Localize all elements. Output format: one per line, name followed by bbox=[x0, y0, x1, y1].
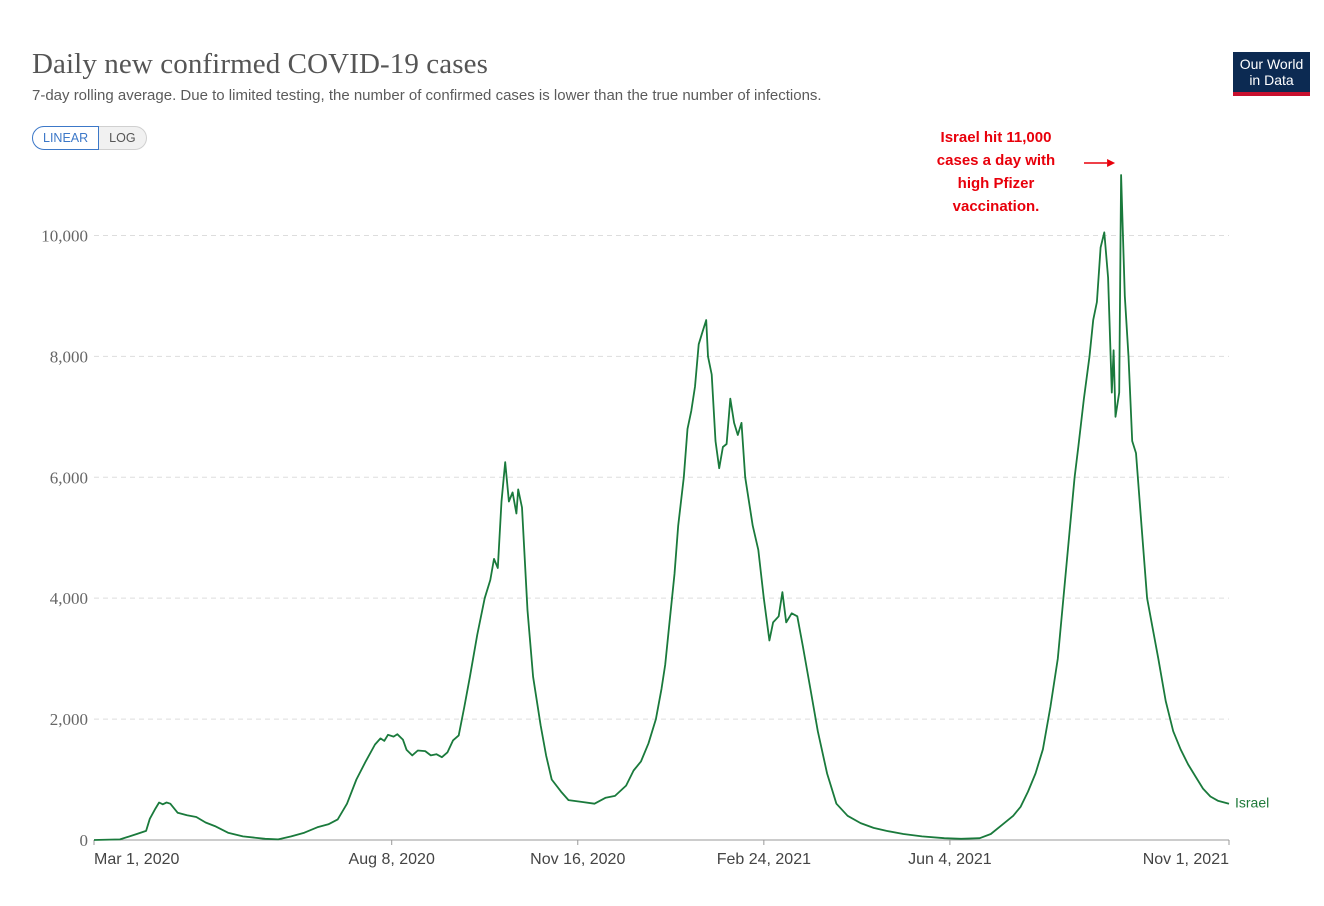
linear-scale-button[interactable]: LINEAR bbox=[32, 126, 100, 150]
chart-title: Daily new confirmed COVID-19 cases bbox=[32, 48, 488, 80]
annotation-text-line: high Pfizer bbox=[958, 175, 1035, 192]
x-tick-label: Mar 1, 2020 bbox=[94, 851, 179, 868]
scale-toggle: LINEAR LOG bbox=[32, 126, 147, 150]
chart-subtitle: 7-day rolling average. Due to limited te… bbox=[32, 87, 822, 104]
annotation-text-line: vaccination. bbox=[953, 198, 1040, 215]
logo-line-2: in Data bbox=[1249, 72, 1294, 88]
y-tick-label: 10,000 bbox=[41, 226, 88, 245]
y-tick-label: 6,000 bbox=[50, 468, 88, 487]
x-tick-label: Jun 4, 2021 bbox=[908, 851, 992, 868]
owid-logo[interactable]: Our World in Data bbox=[1233, 52, 1310, 96]
x-tick-label: Nov 1, 2021 bbox=[1143, 851, 1229, 868]
logo-line-1: Our World bbox=[1239, 56, 1304, 72]
x-tick-label: Nov 16, 2020 bbox=[530, 851, 625, 868]
series-label-israel: Israel bbox=[1235, 795, 1269, 811]
y-tick-label: 2,000 bbox=[50, 710, 88, 729]
annotation-text-line: Israel hit 11,000 bbox=[941, 129, 1052, 146]
log-scale-button[interactable]: LOG bbox=[99, 126, 147, 150]
y-tick-label: 4,000 bbox=[50, 589, 88, 608]
annotation-text-line: cases a day with bbox=[937, 152, 1055, 169]
x-tick-label: Feb 24, 2021 bbox=[717, 851, 811, 868]
series-line-israel bbox=[93, 174, 1230, 841]
y-tick-label: 0 bbox=[80, 831, 89, 850]
x-tick-label: Aug 8, 2020 bbox=[349, 851, 435, 868]
annotation-arrow-head bbox=[1107, 159, 1116, 167]
y-tick-label: 8,000 bbox=[50, 347, 88, 366]
